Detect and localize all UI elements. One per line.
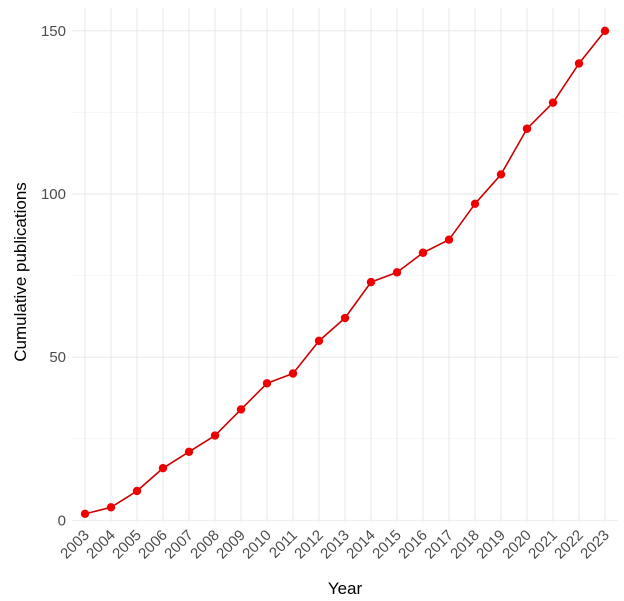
data-point xyxy=(444,235,454,244)
x-tick-label: 2017 xyxy=(421,527,457,563)
data-point xyxy=(392,268,402,277)
data-point xyxy=(158,463,168,473)
data-point xyxy=(314,336,324,346)
x-tick-label: 2018 xyxy=(447,527,483,563)
data-point xyxy=(106,503,116,512)
x-tick-label: 2022 xyxy=(551,527,587,563)
data-point xyxy=(548,98,558,107)
data-point xyxy=(340,313,350,323)
data-point xyxy=(236,405,246,414)
y-tick-label: 50 xyxy=(49,349,66,366)
x-tick-label: 2008 xyxy=(187,527,223,563)
data-point xyxy=(470,199,480,209)
x-tick-label: 2021 xyxy=(525,527,561,563)
y-tick-label: 150 xyxy=(41,23,66,40)
data-point xyxy=(496,170,506,179)
x-tick-label: 2006 xyxy=(135,527,171,563)
x-tick-label: 2003 xyxy=(57,527,93,563)
data-point xyxy=(80,509,90,519)
x-tick-label: 2023 xyxy=(577,527,613,563)
data-point xyxy=(418,248,428,257)
x-tick-label: 2015 xyxy=(369,527,405,563)
x-tick-label: 2011 xyxy=(266,527,301,562)
x-tick-labels: 2003200420052006200720082009201020112012… xyxy=(57,527,613,563)
data-point xyxy=(288,369,298,378)
data-point xyxy=(184,447,194,457)
x-tick-label: 2004 xyxy=(83,527,119,563)
data-point xyxy=(132,486,142,496)
x-tick-label: 2019 xyxy=(473,527,509,563)
x-tick-label: 2014 xyxy=(343,527,379,563)
data-point xyxy=(574,59,584,68)
x-tick-label: 2016 xyxy=(395,527,431,563)
x-tick-label: 2012 xyxy=(291,527,327,563)
x-tick-label: 2013 xyxy=(317,527,353,563)
data-point xyxy=(366,277,376,287)
grid xyxy=(72,8,618,522)
x-tick-label: 2009 xyxy=(213,527,249,563)
y-axis-title: Cumulative publications xyxy=(11,182,30,362)
x-tick-label: 2007 xyxy=(161,527,197,563)
x-axis-title: Year xyxy=(328,579,363,598)
data-point xyxy=(210,431,220,440)
data-point xyxy=(262,379,272,388)
data-point xyxy=(600,26,610,36)
x-tick-label: 2005 xyxy=(109,527,145,563)
y-tick-label: 0 xyxy=(58,512,66,529)
y-tick-label: 100 xyxy=(41,186,66,203)
y-tick-labels: 0 50 100 150 xyxy=(41,23,66,530)
data-points xyxy=(80,26,610,519)
x-tick-label: 2020 xyxy=(499,527,535,563)
x-tick-label: 2010 xyxy=(239,527,275,563)
data-point xyxy=(522,124,532,133)
